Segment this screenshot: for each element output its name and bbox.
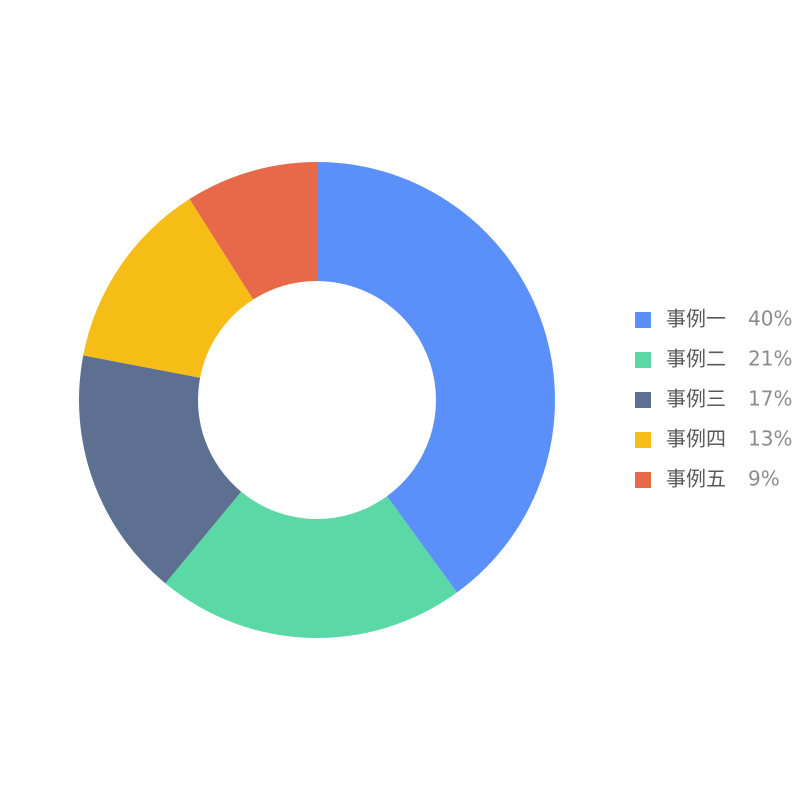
donut-segment <box>79 355 242 584</box>
donut-segment <box>317 162 556 593</box>
donut-segment <box>189 162 317 300</box>
legend-swatch <box>635 352 651 368</box>
legend-value: 17% <box>748 387 792 411</box>
legend-value: 13% <box>748 427 792 451</box>
legend-label: 事例二 <box>666 347 726 371</box>
legend-label: 事例五 <box>666 467 726 491</box>
legend-swatch <box>635 472 651 488</box>
legend-label: 事例三 <box>666 387 726 411</box>
legend-swatch <box>635 312 651 328</box>
legend-label: 事例四 <box>666 427 726 451</box>
legend-swatch <box>635 432 651 448</box>
legend-value: 9% <box>748 467 780 491</box>
legend-swatch <box>635 392 651 408</box>
legend-value: 40% <box>748 307 792 331</box>
legend-value: 21% <box>748 347 792 371</box>
donut-segment <box>165 491 457 638</box>
legend-label: 事例一 <box>666 307 726 331</box>
donut-segment <box>83 199 254 378</box>
